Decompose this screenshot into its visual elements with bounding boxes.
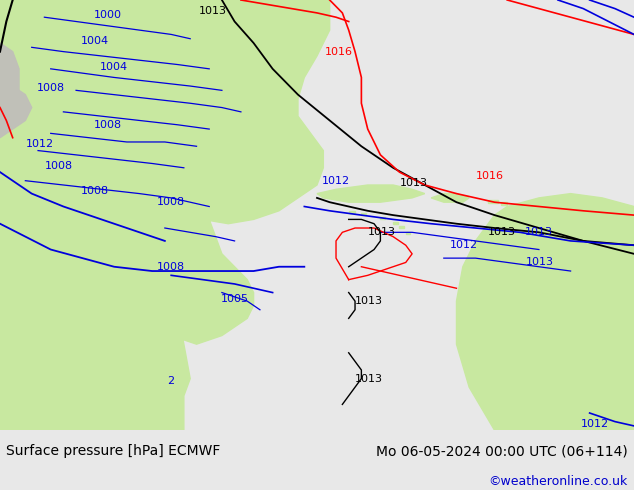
Text: 1016: 1016: [476, 172, 503, 181]
Polygon shape: [393, 221, 398, 224]
Polygon shape: [495, 194, 634, 220]
Text: 1013: 1013: [525, 227, 553, 237]
Text: 1008: 1008: [94, 120, 122, 130]
Polygon shape: [317, 185, 425, 202]
Polygon shape: [456, 206, 634, 430]
Polygon shape: [399, 226, 404, 228]
Text: 1008: 1008: [37, 83, 65, 93]
Polygon shape: [0, 77, 32, 138]
Text: 1013: 1013: [399, 178, 427, 188]
Text: Surface pressure [hPa] ECMWF: Surface pressure [hPa] ECMWF: [6, 444, 221, 458]
Text: 1000: 1000: [94, 10, 122, 20]
Polygon shape: [0, 43, 19, 138]
Text: 1008: 1008: [157, 197, 185, 207]
Text: 1013: 1013: [198, 6, 226, 17]
Polygon shape: [488, 200, 498, 203]
Polygon shape: [361, 213, 366, 215]
Text: 1004: 1004: [100, 62, 128, 72]
Polygon shape: [349, 211, 355, 213]
Text: 1012: 1012: [450, 240, 478, 250]
Polygon shape: [380, 217, 385, 220]
Text: 1012: 1012: [322, 176, 350, 186]
Text: 1013: 1013: [488, 227, 516, 237]
Text: 1013: 1013: [355, 373, 383, 384]
Text: 1012: 1012: [581, 419, 609, 429]
Text: 1012: 1012: [25, 139, 53, 149]
Text: ©weatheronline.co.uk: ©weatheronline.co.uk: [488, 474, 628, 488]
Text: Mo 06-05-2024 00:00 UTC (06+114): Mo 06-05-2024 00:00 UTC (06+114): [376, 444, 628, 458]
Text: 1013: 1013: [368, 227, 396, 237]
Text: 1005: 1005: [221, 294, 249, 304]
Text: 1008: 1008: [81, 187, 109, 196]
Polygon shape: [0, 0, 330, 430]
Polygon shape: [501, 202, 507, 205]
Text: 1004: 1004: [81, 36, 109, 46]
Text: 2: 2: [167, 376, 175, 386]
Text: 1008: 1008: [157, 262, 185, 272]
Polygon shape: [406, 232, 410, 234]
Text: 1008: 1008: [44, 161, 72, 171]
Text: 1016: 1016: [325, 47, 353, 57]
Text: 1013: 1013: [355, 296, 383, 306]
Polygon shape: [431, 194, 469, 202]
Text: 1013: 1013: [526, 257, 554, 268]
